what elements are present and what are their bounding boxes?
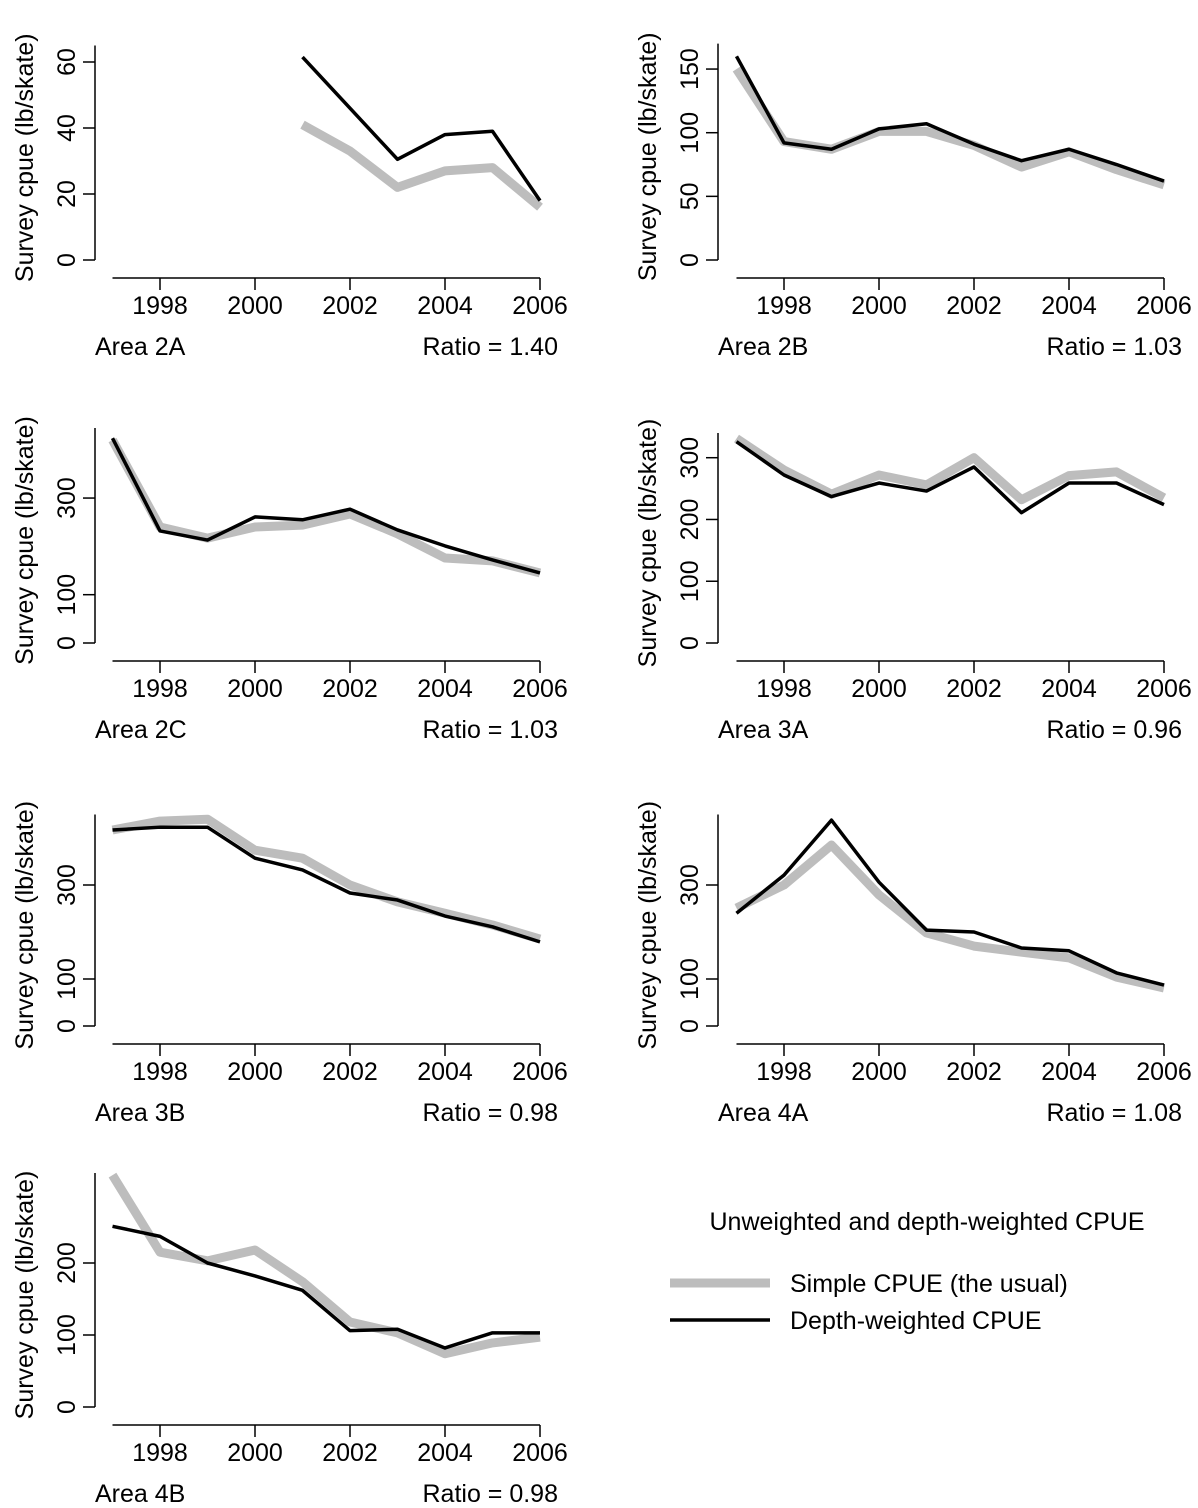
y-tick-label: 0 bbox=[676, 253, 704, 267]
x-tick-label: 2000 bbox=[851, 675, 907, 703]
ratio-label: Ratio = 0.96 bbox=[1046, 716, 1182, 744]
x-tick-label: 1998 bbox=[132, 675, 188, 703]
x-tick-label: 2004 bbox=[417, 675, 473, 703]
x-tick-label: 2002 bbox=[322, 292, 378, 320]
area-label: Area 4B bbox=[95, 1480, 185, 1508]
x-tick-label: 2002 bbox=[322, 1058, 378, 1086]
x-tick-label: 1998 bbox=[756, 1058, 812, 1086]
x-tick-label: 2000 bbox=[227, 1058, 283, 1086]
x-tick-label: 1998 bbox=[132, 1058, 188, 1086]
y-tick-label: 40 bbox=[53, 114, 81, 142]
x-tick-label: 2000 bbox=[227, 1439, 283, 1467]
x-tick-label: 2004 bbox=[1041, 675, 1097, 703]
x-tick-label: 2006 bbox=[1136, 675, 1192, 703]
x-tick-label: 2002 bbox=[322, 675, 378, 703]
x-tick-label: 2000 bbox=[227, 675, 283, 703]
x-tick-label: 2000 bbox=[851, 292, 907, 320]
series-line bbox=[108, 1172, 541, 1359]
series-line bbox=[112, 825, 541, 944]
x-tick-label: 2004 bbox=[417, 1439, 473, 1467]
y-tick-label: 0 bbox=[53, 1019, 81, 1033]
series-line bbox=[735, 440, 1165, 515]
x-tick-label: 2006 bbox=[512, 292, 568, 320]
y-axis-label: Survey cpue (lb/skate) bbox=[634, 801, 662, 1050]
x-tick-label: 2004 bbox=[417, 292, 473, 320]
y-tick-label: 60 bbox=[53, 48, 81, 76]
series-line bbox=[300, 120, 543, 211]
x-tick-label: 2006 bbox=[512, 1058, 568, 1086]
area-label: Area 2B bbox=[718, 333, 808, 361]
y-tick-label: 300 bbox=[53, 864, 81, 906]
area-label: Area 3A bbox=[718, 716, 809, 744]
y-tick-label: 50 bbox=[676, 182, 704, 210]
y-tick-label: 200 bbox=[676, 499, 704, 541]
y-tick-label: 300 bbox=[676, 437, 704, 479]
series-line bbox=[108, 437, 542, 578]
x-tick-label: 1998 bbox=[132, 1439, 188, 1467]
series-line bbox=[112, 1224, 540, 1350]
x-tick-label: 2006 bbox=[1136, 1058, 1192, 1086]
legend-label: Depth-weighted CPUE bbox=[790, 1307, 1042, 1335]
x-tick-label: 2004 bbox=[1041, 292, 1097, 320]
x-tick-label: 1998 bbox=[756, 292, 812, 320]
y-tick-label: 0 bbox=[676, 636, 704, 650]
legend-title: Unweighted and depth-weighted CPUE bbox=[710, 1208, 1145, 1236]
y-tick-label: 100 bbox=[676, 560, 704, 602]
series-line bbox=[732, 66, 1166, 190]
y-axis-label: Survey cpue (lb/skate) bbox=[11, 33, 39, 282]
y-axis-label: Survey cpue (lb/skate) bbox=[11, 801, 39, 1050]
ratio-label: Ratio = 1.40 bbox=[422, 333, 558, 361]
x-tick-label: 2000 bbox=[227, 292, 283, 320]
x-tick-label: 2006 bbox=[512, 675, 568, 703]
y-tick-label: 100 bbox=[676, 958, 704, 1000]
x-tick-label: 2002 bbox=[946, 675, 1002, 703]
series-line bbox=[734, 434, 1167, 505]
legend-label: Simple CPUE (the usual) bbox=[790, 1270, 1068, 1298]
y-tick-label: 0 bbox=[676, 1019, 704, 1033]
y-tick-label: 0 bbox=[53, 253, 81, 267]
y-axis-label: Survey cpue (lb/skate) bbox=[634, 32, 662, 281]
series-line bbox=[111, 814, 542, 944]
x-tick-label: 2006 bbox=[512, 1439, 568, 1467]
x-tick-label: 1998 bbox=[756, 675, 812, 703]
ratio-label: Ratio = 0.98 bbox=[422, 1480, 558, 1508]
x-tick-label: 1998 bbox=[132, 292, 188, 320]
y-tick-label: 150 bbox=[676, 48, 704, 90]
series-line bbox=[734, 840, 1165, 993]
area-label: Area 2C bbox=[95, 716, 187, 744]
y-tick-label: 300 bbox=[53, 477, 81, 519]
x-tick-label: 2002 bbox=[946, 1058, 1002, 1086]
x-tick-label: 2000 bbox=[851, 1058, 907, 1086]
ratio-label: Ratio = 1.03 bbox=[1046, 333, 1182, 361]
series-line bbox=[735, 818, 1165, 987]
y-axis-label: Survey cpue (lb/skate) bbox=[634, 419, 662, 668]
y-axis-label: Survey cpue (lb/skate) bbox=[11, 416, 39, 665]
x-tick-label: 2006 bbox=[1136, 292, 1192, 320]
y-tick-label: 0 bbox=[53, 636, 81, 650]
series-line bbox=[734, 55, 1165, 183]
x-tick-label: 2004 bbox=[1041, 1058, 1097, 1086]
x-tick-label: 2002 bbox=[946, 292, 1002, 320]
y-tick-label: 0 bbox=[53, 1400, 81, 1414]
area-label: Area 2A bbox=[95, 333, 186, 361]
y-tick-label: 100 bbox=[53, 958, 81, 1000]
x-tick-label: 2004 bbox=[417, 1058, 473, 1086]
y-tick-label: 200 bbox=[53, 1242, 81, 1284]
series-line bbox=[301, 55, 542, 202]
ratio-label: Ratio = 1.08 bbox=[1046, 1099, 1182, 1127]
y-tick-label: 20 bbox=[53, 180, 81, 208]
area-label: Area 3B bbox=[95, 1099, 185, 1127]
ratio-label: Ratio = 0.98 bbox=[422, 1099, 558, 1127]
ratio-label: Ratio = 1.03 bbox=[422, 716, 558, 744]
series-line bbox=[110, 437, 541, 575]
y-tick-label: 100 bbox=[53, 1314, 81, 1356]
x-tick-label: 2002 bbox=[322, 1439, 378, 1467]
y-tick-label: 300 bbox=[676, 864, 704, 906]
area-label: Area 4A bbox=[718, 1099, 809, 1127]
y-tick-label: 100 bbox=[53, 574, 81, 616]
y-tick-label: 100 bbox=[676, 112, 704, 154]
y-axis-label: Survey cpue (lb/skate) bbox=[11, 1171, 39, 1420]
